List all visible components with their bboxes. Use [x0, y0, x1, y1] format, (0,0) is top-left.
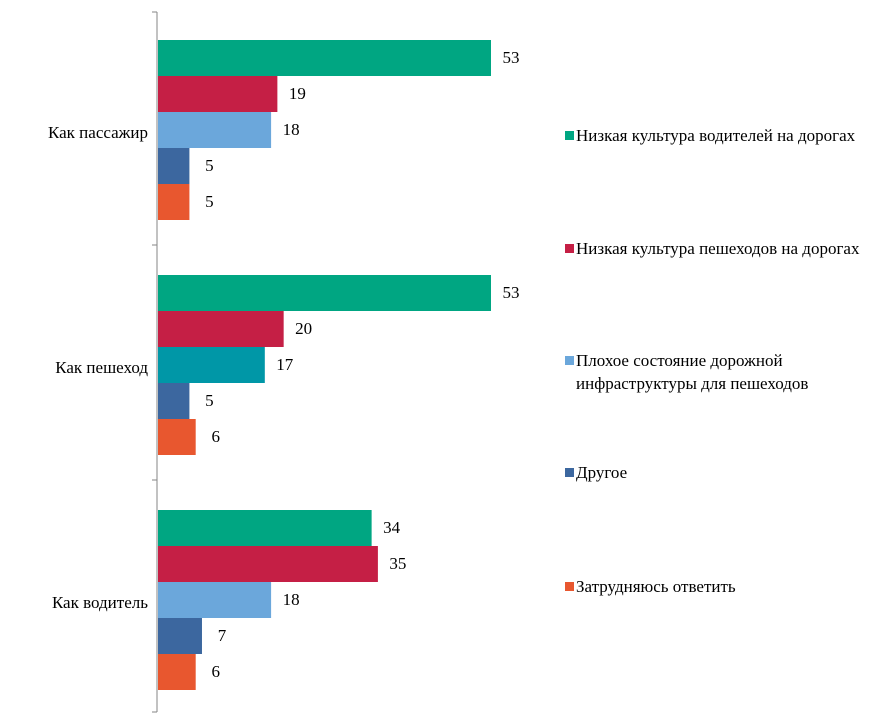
bar — [158, 76, 278, 112]
bars — [158, 40, 491, 690]
legend-swatch — [565, 244, 574, 253]
data-label: 35 — [389, 554, 406, 573]
legend-item: Низкая культура водителей на дорогах — [565, 124, 865, 147]
data-label: 20 — [295, 319, 312, 338]
bar — [158, 582, 272, 618]
bar — [158, 419, 196, 455]
data-label: 6 — [211, 662, 220, 681]
legend-label: Плохое состояние дорожной инфраструктуры… — [576, 351, 809, 393]
bar — [158, 654, 196, 690]
legend-label: Низкая культура водителей на дорогах — [576, 126, 856, 145]
legend-swatch — [565, 356, 574, 365]
legend-swatch — [565, 131, 574, 140]
data-label: 5 — [205, 156, 214, 175]
legend-label: Другое — [576, 463, 628, 482]
legend-swatch — [565, 468, 574, 477]
legend-swatch — [565, 582, 574, 591]
bar — [158, 184, 190, 220]
data-label: 53 — [503, 283, 520, 302]
data-label: 5 — [205, 192, 214, 211]
category-axis — [152, 11, 158, 713]
category-label: Как пешеход — [55, 358, 148, 377]
category-label: Как пассажир — [48, 123, 148, 142]
bar — [158, 275, 491, 311]
bar — [158, 347, 265, 383]
legend-label: Низкая культура пешеходов на дорогах — [576, 239, 860, 258]
data-label: 7 — [218, 626, 227, 645]
legend-item: Затрудняюсь ответить — [565, 575, 865, 598]
category-labels: Как пассажир Как пешеход Как водитель — [48, 123, 148, 612]
category-label: Как водитель — [52, 593, 148, 612]
bar — [158, 383, 190, 419]
legend-item: Низкая культура пешеходов на дорогах — [565, 237, 865, 260]
bar — [158, 311, 284, 347]
legend-item: Плохое состояние дорожной инфраструктуры… — [565, 349, 865, 395]
bar — [158, 112, 272, 148]
data-label: 34 — [383, 518, 401, 537]
data-label: 19 — [289, 84, 306, 103]
legend-item: Другое — [565, 461, 865, 484]
bar — [158, 40, 491, 76]
bar — [158, 546, 378, 582]
bar — [158, 148, 190, 184]
bar — [158, 618, 202, 654]
data-label: 18 — [283, 120, 300, 139]
data-label: 6 — [211, 427, 220, 446]
data-label: 18 — [283, 590, 300, 609]
data-label: 53 — [503, 48, 520, 67]
legend-label: Затрудняюсь ответить — [576, 577, 736, 596]
data-label: 5 — [205, 391, 214, 410]
data-label: 17 — [276, 355, 294, 374]
bar — [158, 510, 372, 546]
